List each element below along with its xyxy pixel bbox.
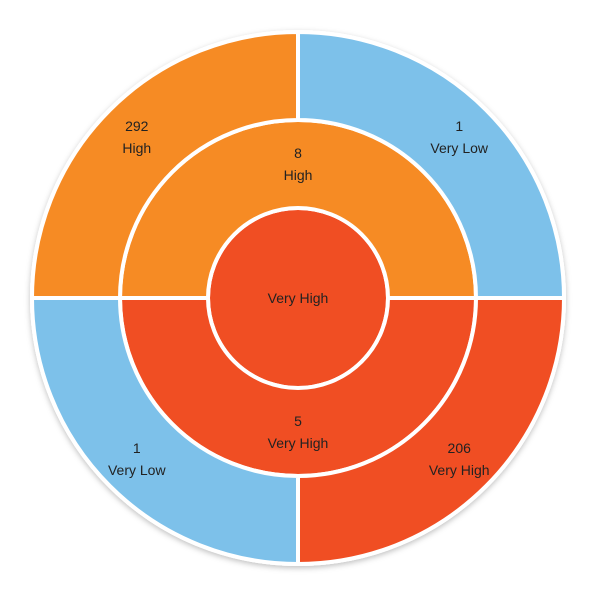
segment-label-group: 292 High — [122, 118, 151, 156]
segment-label-group: 5 Very High — [268, 413, 329, 451]
segment-label-group: 1 Very Low — [430, 118, 488, 156]
sunburst-segment-very-high[interactable] — [296, 296, 567, 567]
segment-label: Very High — [268, 290, 329, 306]
segment-value: 1 — [133, 440, 141, 456]
segment-value: 206 — [448, 440, 472, 456]
segment-label-group: 206 Very High — [429, 440, 490, 478]
sunburst-segment-very-low[interactable] — [29, 296, 300, 567]
root-label: Very High — [268, 290, 329, 306]
segment-label-group: 1 Very Low — [108, 440, 166, 478]
segment-label-group: 8 High — [284, 145, 313, 183]
segment-label: Very High — [429, 462, 490, 478]
segment-value: 5 — [294, 413, 302, 429]
segment-value: 8 — [294, 145, 302, 161]
segment-label: Very High — [268, 435, 329, 451]
segment-label: High — [284, 167, 313, 183]
segment-label: Very Low — [430, 140, 488, 156]
segment-label: Very Low — [108, 462, 166, 478]
segment-label: High — [122, 140, 151, 156]
sunburst-segment-high[interactable] — [29, 29, 300, 300]
sunburst-segment-very-low[interactable] — [296, 29, 567, 300]
segment-value: 1 — [455, 118, 463, 134]
segment-value: 292 — [125, 118, 149, 134]
